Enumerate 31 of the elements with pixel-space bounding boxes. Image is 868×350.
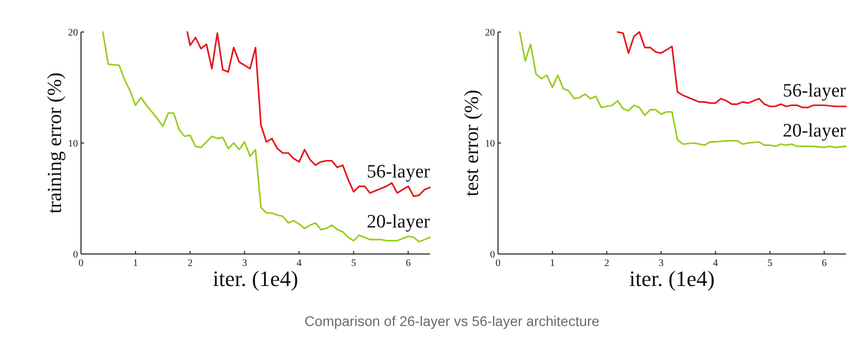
x-tick-label: 6: [822, 258, 827, 269]
x-tick-label: 5: [767, 258, 772, 269]
x-tick-label: 3: [242, 258, 248, 269]
x-tick-label: 6: [406, 258, 411, 269]
series-label: 20-layer: [782, 120, 847, 142]
series-label: 56-layer: [782, 80, 847, 102]
x-tick-label: 1: [550, 258, 555, 269]
y-axis-title: training error (%): [44, 72, 66, 214]
y-tick-label: 20: [485, 28, 495, 38]
series-label: 20-layer: [366, 211, 431, 232]
line-series: [616, 31, 847, 108]
x-tick-label: 4: [713, 258, 718, 269]
line-series: [518, 31, 847, 148]
x-tick-label: 2: [188, 258, 193, 269]
y-tick-label: 0: [73, 250, 78, 260]
text: Comparison of 26-layer vs 56-layer architecture: [304, 313, 600, 329]
series-label: 56-layer: [366, 161, 431, 182]
y-axis-title: test error (%): [461, 90, 483, 196]
x-axis-title: iter. (1e4): [629, 266, 715, 291]
x-axis-title: iter. (1e4): [212, 266, 298, 291]
y-tick-label: 20: [68, 28, 78, 38]
x-tick-label: 4: [296, 258, 302, 269]
x-tick-label: 2: [604, 258, 610, 269]
y-tick-label: 10: [68, 138, 78, 150]
line-series: [102, 31, 431, 243]
x-tick-label: 3: [658, 258, 664, 269]
x-tick-label: 5: [351, 258, 356, 269]
y-tick-label: 0: [490, 250, 495, 260]
y-tick-label: 10: [485, 138, 495, 150]
x-tick-label: 1: [133, 258, 138, 269]
line-series: [186, 31, 431, 198]
